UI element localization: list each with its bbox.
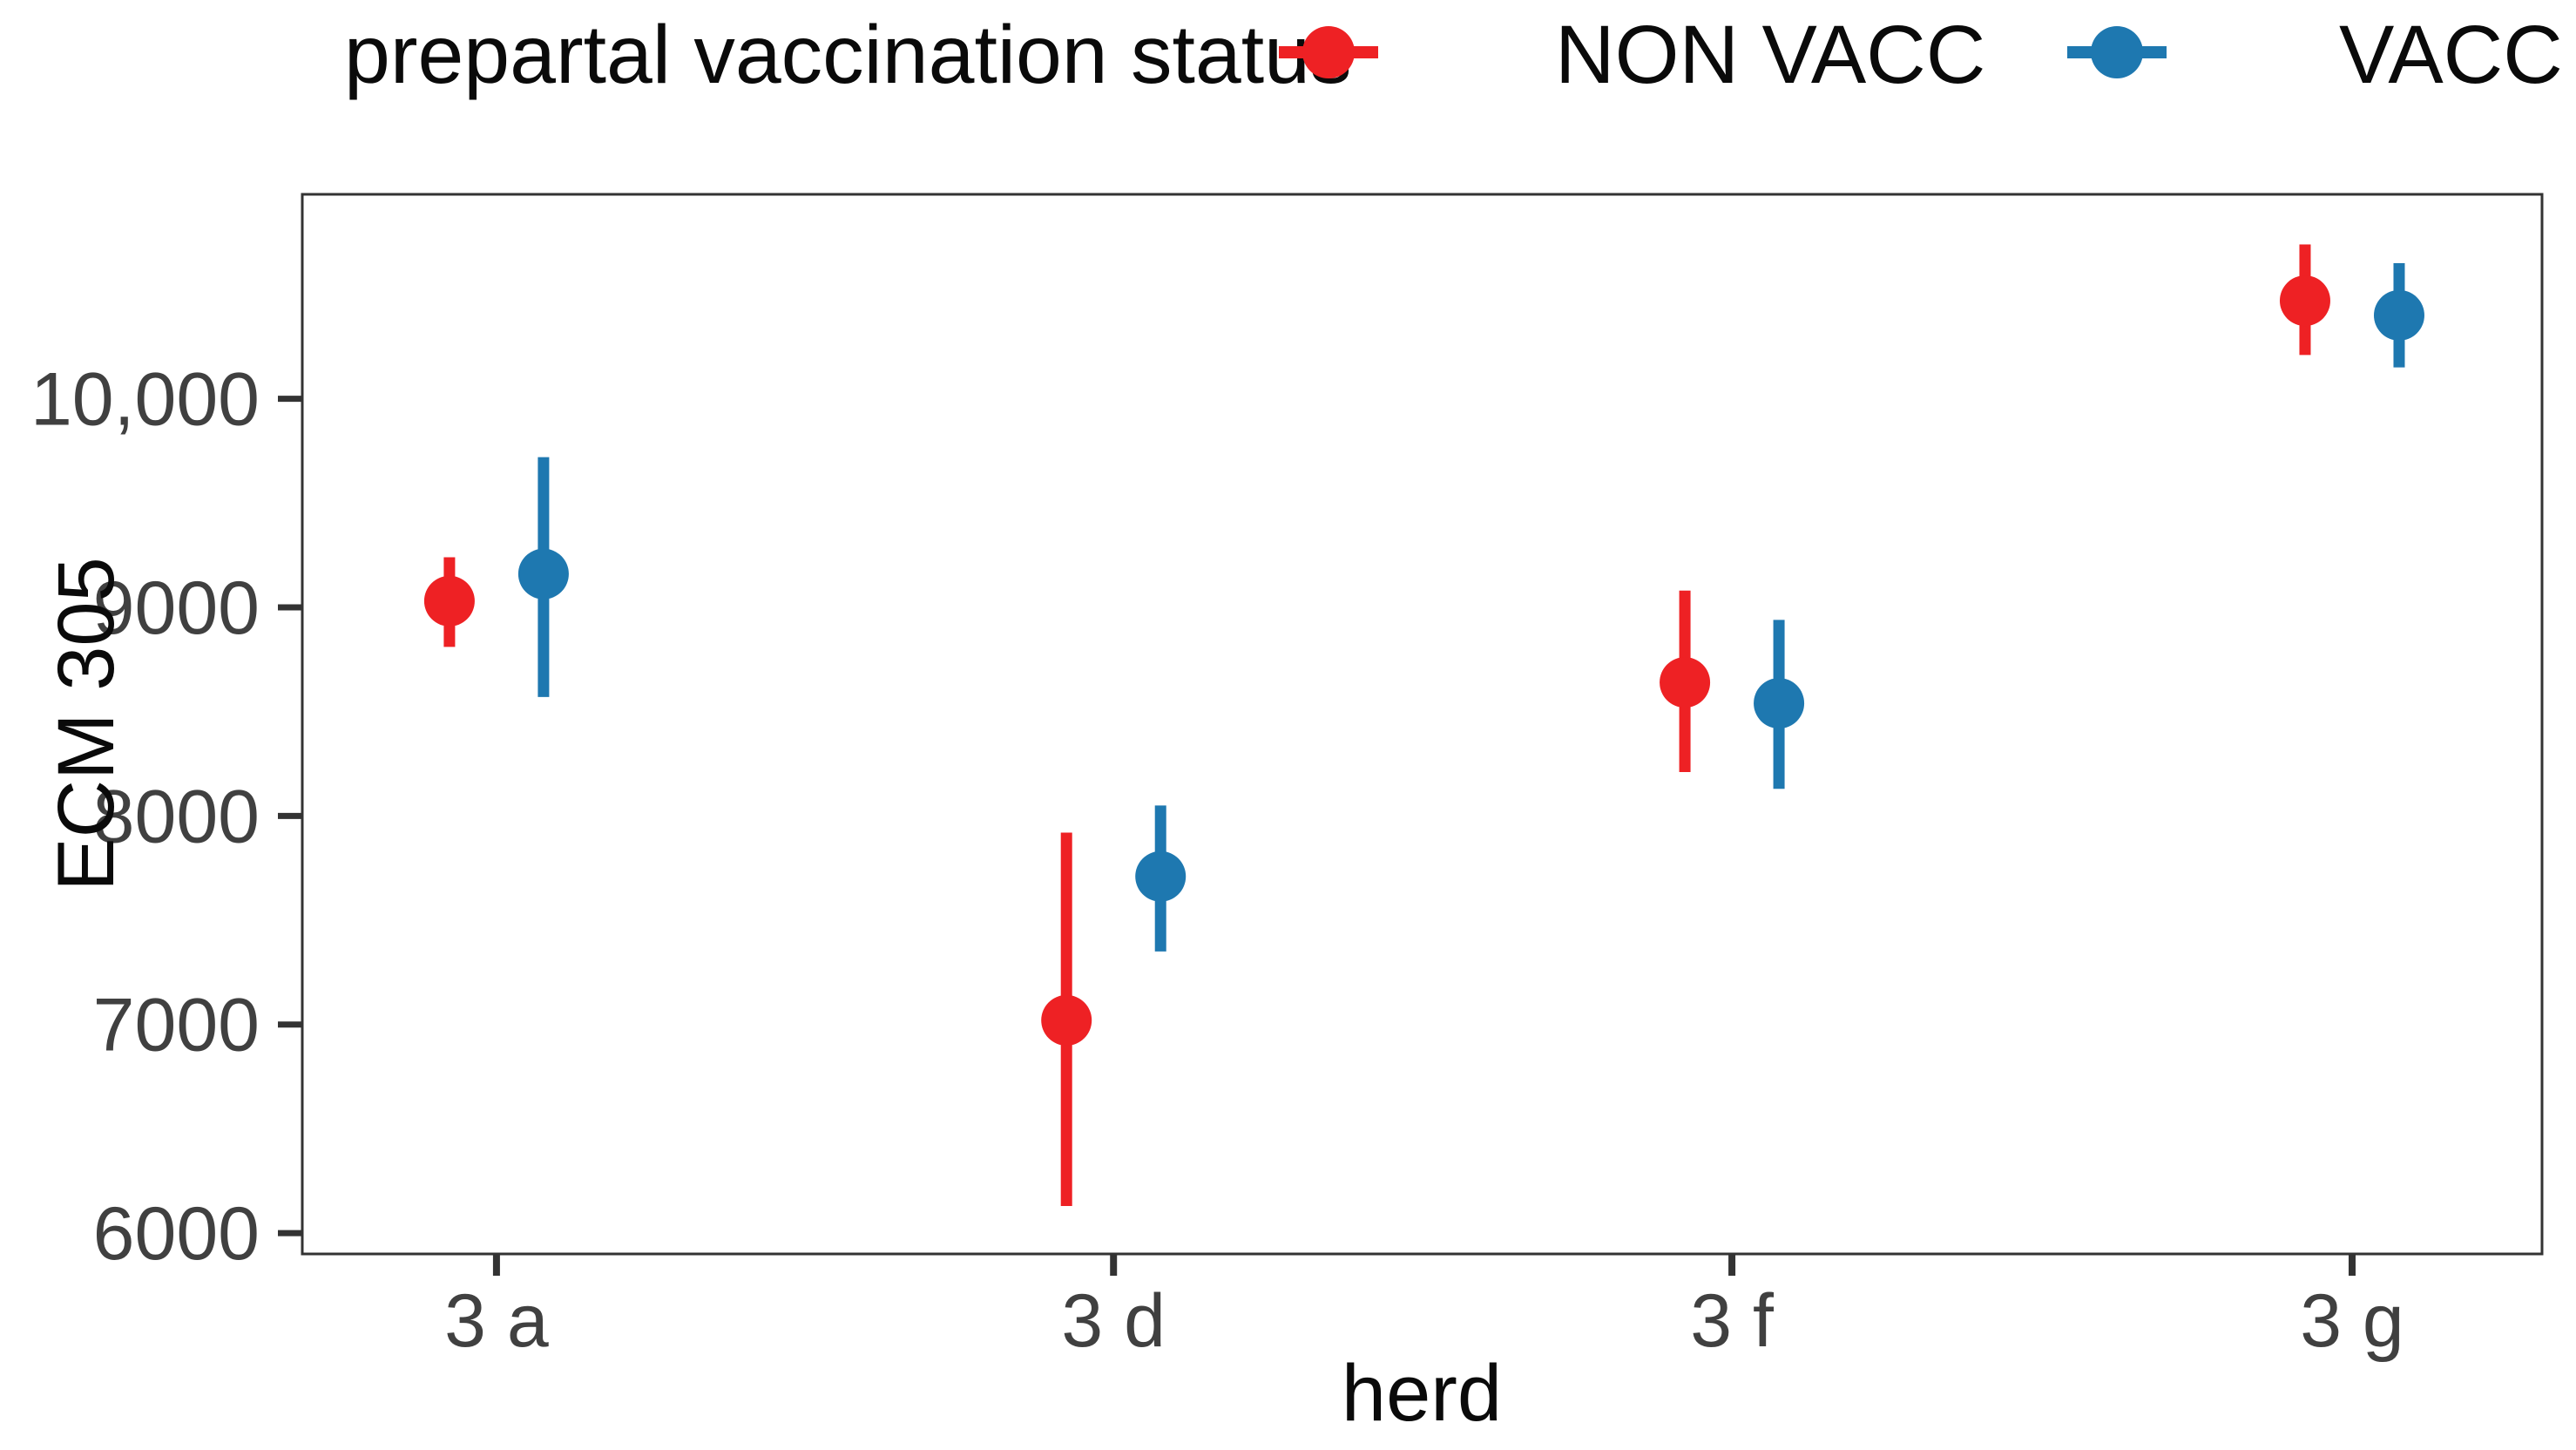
point-vacc-3a: [517, 548, 569, 600]
axis-ticks: [278, 396, 2356, 1276]
x-tick-label: 3 d: [1061, 1279, 1166, 1363]
legend-title: prepartal vaccination status: [344, 9, 1351, 101]
legend-key-nonvacc-pointrange-icon: [1279, 26, 1378, 78]
point-nonvacc-3d: [1041, 994, 1092, 1046]
point-nonvacc-3a: [423, 575, 475, 627]
point-vacc-3d: [1135, 850, 1187, 902]
legend-label-vacc: VACC: [2339, 9, 2563, 101]
y-tick-label: 9000: [93, 566, 260, 650]
point-vacc-3g: [2373, 289, 2424, 341]
legend: prepartal vaccination status NON VACC VA…: [344, 9, 2563, 101]
pointranges: [423, 244, 2424, 1206]
y-tick-label: 7000: [93, 984, 260, 1067]
y-tick-label: 8000: [93, 775, 260, 858]
point-nonvacc-3g: [2279, 275, 2330, 327]
x-axis-title: herd: [1342, 1349, 1502, 1438]
point-nonvacc-3f: [1660, 657, 1711, 708]
point-vacc-3f: [1754, 678, 1805, 729]
axis-tick-labels: 6000 7000 8000 9000 10,000 3 a 3 d 3 f 3 g: [30, 358, 2404, 1363]
y-axis-title: ECM 305: [42, 557, 131, 891]
x-tick-label: 3 g: [2300, 1279, 2404, 1363]
legend-label-nonvacc: NON VACC: [1555, 9, 1985, 101]
plot-panel: [301, 193, 2544, 1256]
legend-key-vacc-pointrange-icon: [2067, 26, 2167, 78]
y-tick-label: 10,000: [30, 358, 260, 442]
x-tick-label: 3 a: [444, 1279, 549, 1363]
x-tick-label: 3 f: [1690, 1279, 1775, 1363]
y-tick-label: 6000: [93, 1192, 260, 1276]
